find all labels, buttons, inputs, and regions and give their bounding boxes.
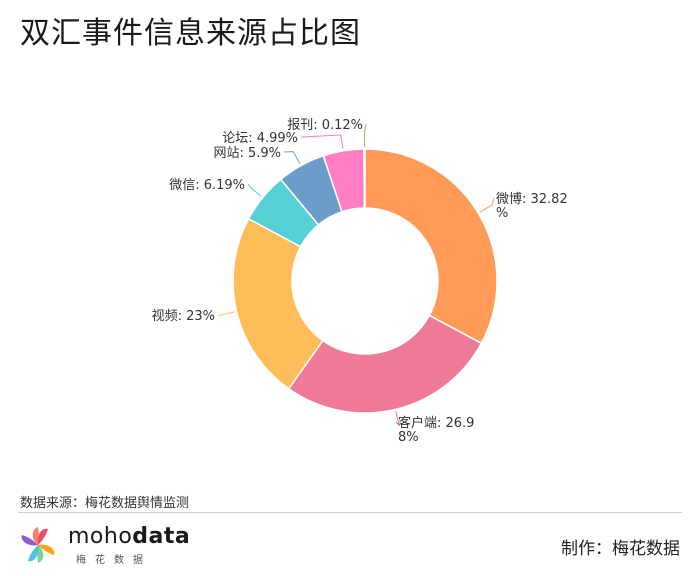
slice-1 — [287, 314, 483, 414]
footer-divider — [18, 512, 682, 513]
pinwheel-logo-icon — [21, 527, 55, 563]
leader-line-5 — [300, 134, 344, 149]
slice-label-0: 微博: 32.82 — [496, 192, 568, 207]
leader-line-1 — [395, 411, 400, 427]
slice-label-6: 报刊: 0.12% — [287, 118, 363, 133]
slice-label-1: 客户端: 26.9 — [398, 415, 474, 431]
leader-line-0 — [479, 197, 495, 213]
leader-line-4 — [283, 151, 301, 165]
slice-label-cont-0: % — [496, 206, 508, 221]
slice-label-4: 网站: 5.9% — [213, 146, 281, 161]
slice-label-2: 视频: 23% — [152, 309, 215, 324]
brand-wordmark-moho: moho — [68, 524, 133, 549]
slice-0 — [364, 148, 498, 345]
brand-logo: mohodata 梅花数据 — [18, 523, 208, 567]
brand-chinese-name: 梅花数据 — [76, 555, 152, 566]
page-title: 双汇事件信息来源占比图 — [20, 16, 361, 51]
slice-label-5: 论坛: 4.99% — [222, 131, 298, 146]
leader-line-3 — [247, 183, 262, 197]
slice-6 — [363, 148, 366, 209]
slice-2 — [232, 217, 324, 390]
brand-wordmark-data: data — [132, 524, 191, 549]
leader-line-2 — [217, 311, 235, 316]
maker-credit: 制作：梅花数据 — [561, 539, 680, 559]
data-source-note: 数据来源：梅花数据舆情监测 — [20, 496, 190, 511]
leader-line-6 — [363, 123, 367, 148]
slice-label-cont-1: 8% — [398, 430, 419, 445]
donut-chart: 微博: 32.82% 客户端: 26.98% 视频: 23% 微信: 6.19% 网站:… — [152, 118, 568, 445]
slice-label-3: 微信: 6.19% — [169, 178, 245, 193]
brand-wordmark: mohodata — [68, 525, 190, 549]
